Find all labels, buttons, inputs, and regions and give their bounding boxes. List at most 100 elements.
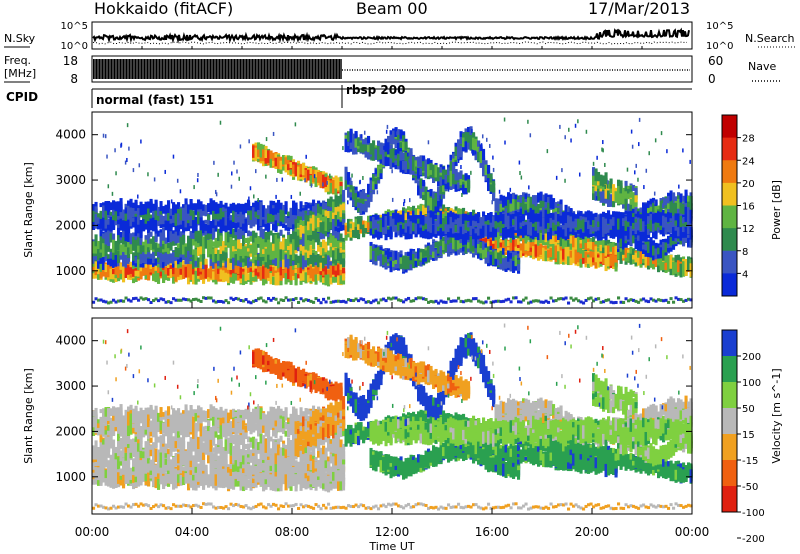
power-echo xyxy=(189,268,193,281)
power-echo xyxy=(159,223,163,229)
power-echo xyxy=(164,213,168,221)
power-echo xyxy=(232,273,236,284)
power-echo xyxy=(112,203,116,209)
power-echo xyxy=(117,240,121,251)
power-echo xyxy=(182,297,186,301)
power-echo xyxy=(192,298,196,302)
power-echo xyxy=(212,248,216,263)
power-echo xyxy=(104,263,108,273)
power-echo xyxy=(97,298,101,302)
power-echo xyxy=(104,231,108,245)
power-echo xyxy=(107,255,111,265)
power-echo xyxy=(112,209,116,215)
power-echo xyxy=(117,227,121,241)
freq-panel: Freq. [MHz] 18 8 60 0 Nave xyxy=(4,54,780,86)
power-echo xyxy=(222,216,226,229)
power-echo xyxy=(199,209,203,221)
power-echo xyxy=(232,228,236,239)
power-echo xyxy=(112,268,116,275)
power-echo xyxy=(222,211,226,218)
power-echo xyxy=(114,300,118,304)
power-echo xyxy=(192,220,196,233)
power-echo xyxy=(372,189,376,195)
power-echo xyxy=(189,264,193,273)
power-echo xyxy=(154,233,158,243)
power-echo xyxy=(194,260,198,267)
power-echo xyxy=(104,300,108,304)
power-echo xyxy=(139,227,143,239)
power-echo xyxy=(142,208,146,222)
power-echo xyxy=(107,301,111,305)
power-echo xyxy=(162,258,166,268)
power-echo xyxy=(174,204,178,214)
power-echo xyxy=(142,223,146,232)
power-echo xyxy=(234,250,238,256)
power-echo xyxy=(94,234,98,248)
power-echo xyxy=(142,245,146,259)
power-echo xyxy=(114,211,118,222)
power-echo xyxy=(179,231,183,241)
power-echo xyxy=(167,243,171,255)
noise-left-tick-top: 10^5 xyxy=(61,21,88,32)
power-echo xyxy=(182,234,186,245)
power-echo xyxy=(144,205,148,215)
power-echo xyxy=(117,201,121,213)
power-echo xyxy=(157,251,161,258)
power-echo xyxy=(122,299,126,303)
power-echo xyxy=(142,297,146,301)
power-echo xyxy=(237,228,241,240)
power-echo xyxy=(239,298,243,302)
power-echo xyxy=(207,248,211,257)
power-echo xyxy=(194,227,198,242)
power-echo xyxy=(197,231,201,244)
power-echo xyxy=(177,298,181,302)
power-echo xyxy=(237,239,241,253)
power-echo xyxy=(132,260,136,266)
power-echo xyxy=(229,203,233,214)
power-echo xyxy=(139,206,143,214)
power-echo xyxy=(377,301,381,305)
power-echo xyxy=(197,263,201,276)
power-echo xyxy=(169,218,173,224)
power-echo xyxy=(197,211,201,223)
power-echo xyxy=(134,256,138,264)
freq-right-tick-top: 60 xyxy=(708,54,723,68)
power-echo xyxy=(102,238,106,247)
freq-label-top: Freq. xyxy=(4,54,31,67)
power-echo xyxy=(234,263,238,273)
power-echo xyxy=(187,270,191,285)
power-echo xyxy=(187,204,191,214)
power-echo xyxy=(134,270,138,277)
power-echo xyxy=(114,255,118,267)
power-echo xyxy=(232,212,236,222)
power-echo xyxy=(114,240,118,248)
power-echo xyxy=(104,242,108,256)
power-echo xyxy=(199,228,203,241)
power-echo xyxy=(219,269,223,280)
power-echo xyxy=(92,266,96,272)
power-echo xyxy=(97,217,101,222)
power-echo xyxy=(219,241,223,254)
power-echo xyxy=(162,298,166,302)
power-echo xyxy=(137,259,141,271)
power-echo xyxy=(109,233,113,243)
power-echo xyxy=(157,299,161,303)
power-echo xyxy=(284,201,288,210)
power-echo xyxy=(99,236,103,250)
power-echo xyxy=(219,299,223,303)
power-echo xyxy=(129,207,133,219)
power-echo xyxy=(234,296,238,300)
power-marks xyxy=(92,117,693,305)
power-echo xyxy=(122,227,126,239)
power-echo xyxy=(374,298,378,302)
power-echo xyxy=(227,273,231,284)
power-echo xyxy=(167,209,171,214)
power-echo xyxy=(174,213,178,226)
power-echo xyxy=(234,254,238,261)
power-echo xyxy=(194,249,198,262)
power-echo xyxy=(144,210,148,221)
power-echo xyxy=(102,243,106,258)
power-echo xyxy=(137,298,141,302)
power-echo xyxy=(212,222,216,229)
power-echo xyxy=(159,214,163,225)
